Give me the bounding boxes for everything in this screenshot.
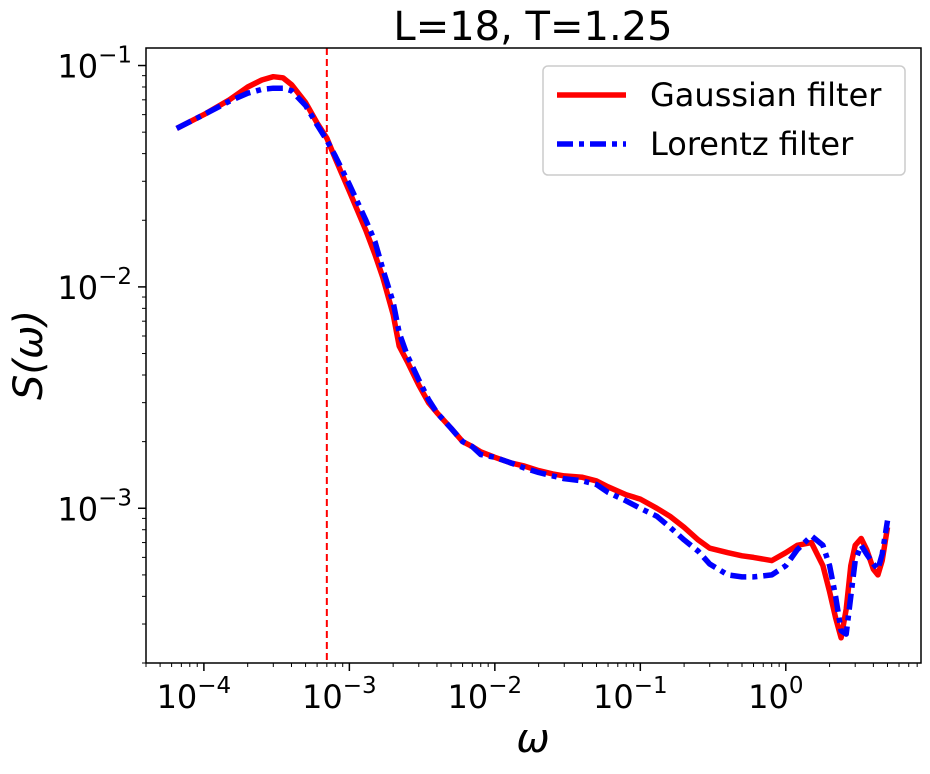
legend: Gaussian filter Lorentz filter (542, 65, 906, 176)
legend-box (542, 65, 906, 176)
y-tick-label: 10−3 (57, 485, 132, 528)
x-axis-label: ω (516, 716, 550, 762)
plot-frame (145, 47, 922, 664)
x-tick-label: 10−3 (302, 673, 377, 716)
x-tick-label: 100 (748, 673, 803, 716)
x-tick-label: 10−2 (448, 673, 523, 716)
legend-label-gaussian: Gaussian filter (650, 76, 882, 114)
legend-label-lorentz: Lorentz filter (650, 125, 854, 163)
x-tick-label: 10−4 (157, 673, 232, 716)
series-line-lorentz (175, 85, 891, 637)
y-tick-label: 10−1 (57, 43, 132, 86)
x-tick-label: 10−1 (593, 673, 668, 716)
axes-layer: 10−4 10−3 10−2 10−1 100 10−3 10−2 10−1 (57, 43, 922, 716)
chart-title: L=18, T=1.25 (393, 4, 672, 50)
y-axis-label: S(ω) (6, 310, 52, 400)
series-line-gaussian (175, 73, 891, 641)
y-tick-label: 10−2 (57, 264, 132, 307)
series-layer (175, 48, 891, 663)
